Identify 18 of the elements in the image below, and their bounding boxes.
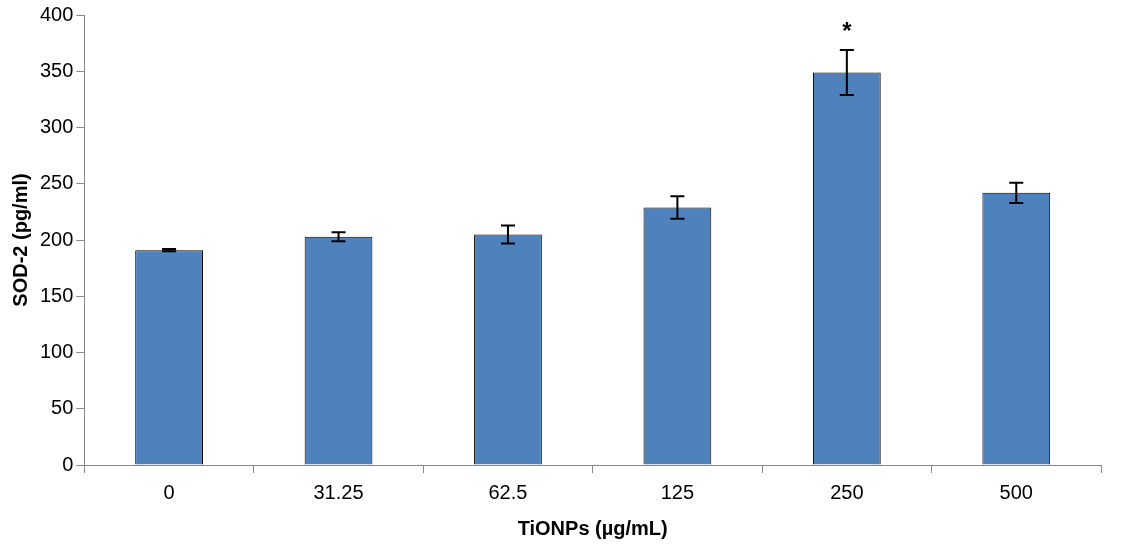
y-tick-label: 0 [62,452,74,475]
y-tick-label: 300 [39,115,74,138]
y-tick-label: 350 [39,58,74,81]
y-tick-label: 250 [39,171,74,194]
x-tick-label: 500 [999,480,1033,503]
x-axis-title: TiONPs (µg/mL) [517,516,668,539]
x-tick-label: 31.25 [313,480,364,503]
x-tick-label: 250 [830,480,864,503]
annotation: * [842,16,853,44]
y-tick-label: 400 [39,2,74,25]
y-tick-label: 200 [39,227,74,250]
x-tick-label: 62.5 [488,480,528,503]
x-tick-label: 125 [660,480,695,503]
x-tick-label: 0 [163,480,175,503]
y-axis-title: SOD-2 (pg/ml) [8,173,31,307]
y-tick-label: 150 [39,283,74,306]
y-tick-label: 50 [51,396,74,419]
y-tick-label: 100 [39,340,74,363]
